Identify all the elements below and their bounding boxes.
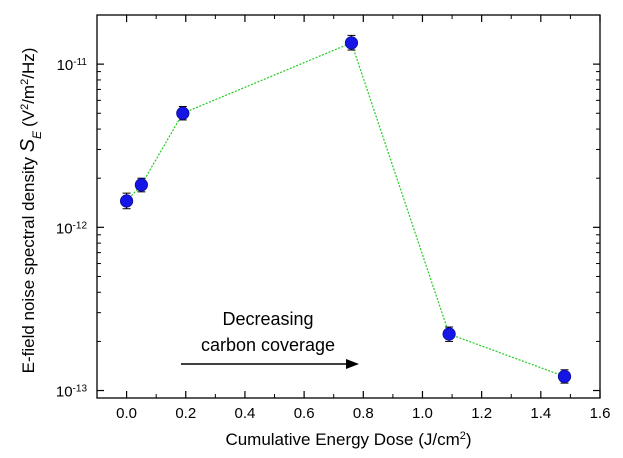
x-tick-label: 0.2 [175, 405, 196, 422]
x-tick-label: 1.6 [590, 405, 611, 422]
x-tick-label: 1.0 [412, 405, 433, 422]
data-point [134, 177, 148, 193]
y-axis-title-units-mid: /m [19, 85, 38, 104]
data-marker [557, 369, 572, 384]
y-axis-title-units-end: /Hz) [19, 48, 38, 79]
y-tick-label: 10-13 [56, 383, 88, 401]
y-axis-title-units: (V [19, 109, 38, 127]
x-axis-title-exp: 2 [460, 430, 466, 442]
x-tick-label: 0.8 [353, 405, 374, 422]
x-axis-title: Cumulative Energy Dose (J/cm2) [225, 430, 471, 449]
plot-area-border [96, 14, 601, 399]
annotation: Decreasing carbon coverage [181, 309, 359, 369]
x-tick-label: 0.4 [235, 405, 256, 422]
y-axis-title-units-exp1: 2 [19, 104, 31, 110]
y-tick-label: 10-11 [57, 57, 88, 75]
data-marker [442, 327, 456, 341]
data-point [344, 34, 359, 51]
x-axis-title-main: Cumulative Energy Dose (J/cm [225, 430, 459, 449]
y-axis-title-units-exp2: 2 [19, 79, 31, 85]
series-connecting-line [126, 42, 565, 378]
data-point [119, 192, 134, 210]
x-tick-label: 1.4 [530, 405, 551, 422]
annotation-line-1: Decreasing [222, 309, 313, 329]
data-marker [134, 178, 148, 192]
x-tick-label: 0.6 [294, 405, 315, 422]
y-tick-label: 10-12 [56, 220, 88, 238]
annotation-arrow-head [346, 359, 359, 369]
data-marker [344, 36, 359, 50]
plot-frame [96, 14, 601, 399]
data-point [176, 106, 190, 121]
y-axis-title-prefix: E-field noise spectral density [19, 152, 38, 373]
data-series [119, 34, 572, 384]
x-axis-title-end: ) [466, 430, 472, 449]
data-point [442, 326, 456, 342]
data-marker [176, 106, 190, 120]
data-marker [119, 194, 134, 208]
x-tick-label: 1.2 [471, 405, 492, 422]
y-axis-title-symbol-sub: E [30, 130, 44, 139]
y-axis-title-symbol: S [17, 138, 39, 152]
y-axis-title: E-field noise spectral density SE(V2/m2/… [17, 48, 44, 374]
x-tick-label: 0.0 [116, 405, 137, 422]
annotation-line-2: carbon coverage [201, 335, 335, 355]
axis-ticks: 0.0 0.2 0.4 0.6 0.8 1.0 1.2 1.4 1.6 10-13 10-12 10-… [56, 15, 611, 422]
data-point [557, 369, 572, 384]
